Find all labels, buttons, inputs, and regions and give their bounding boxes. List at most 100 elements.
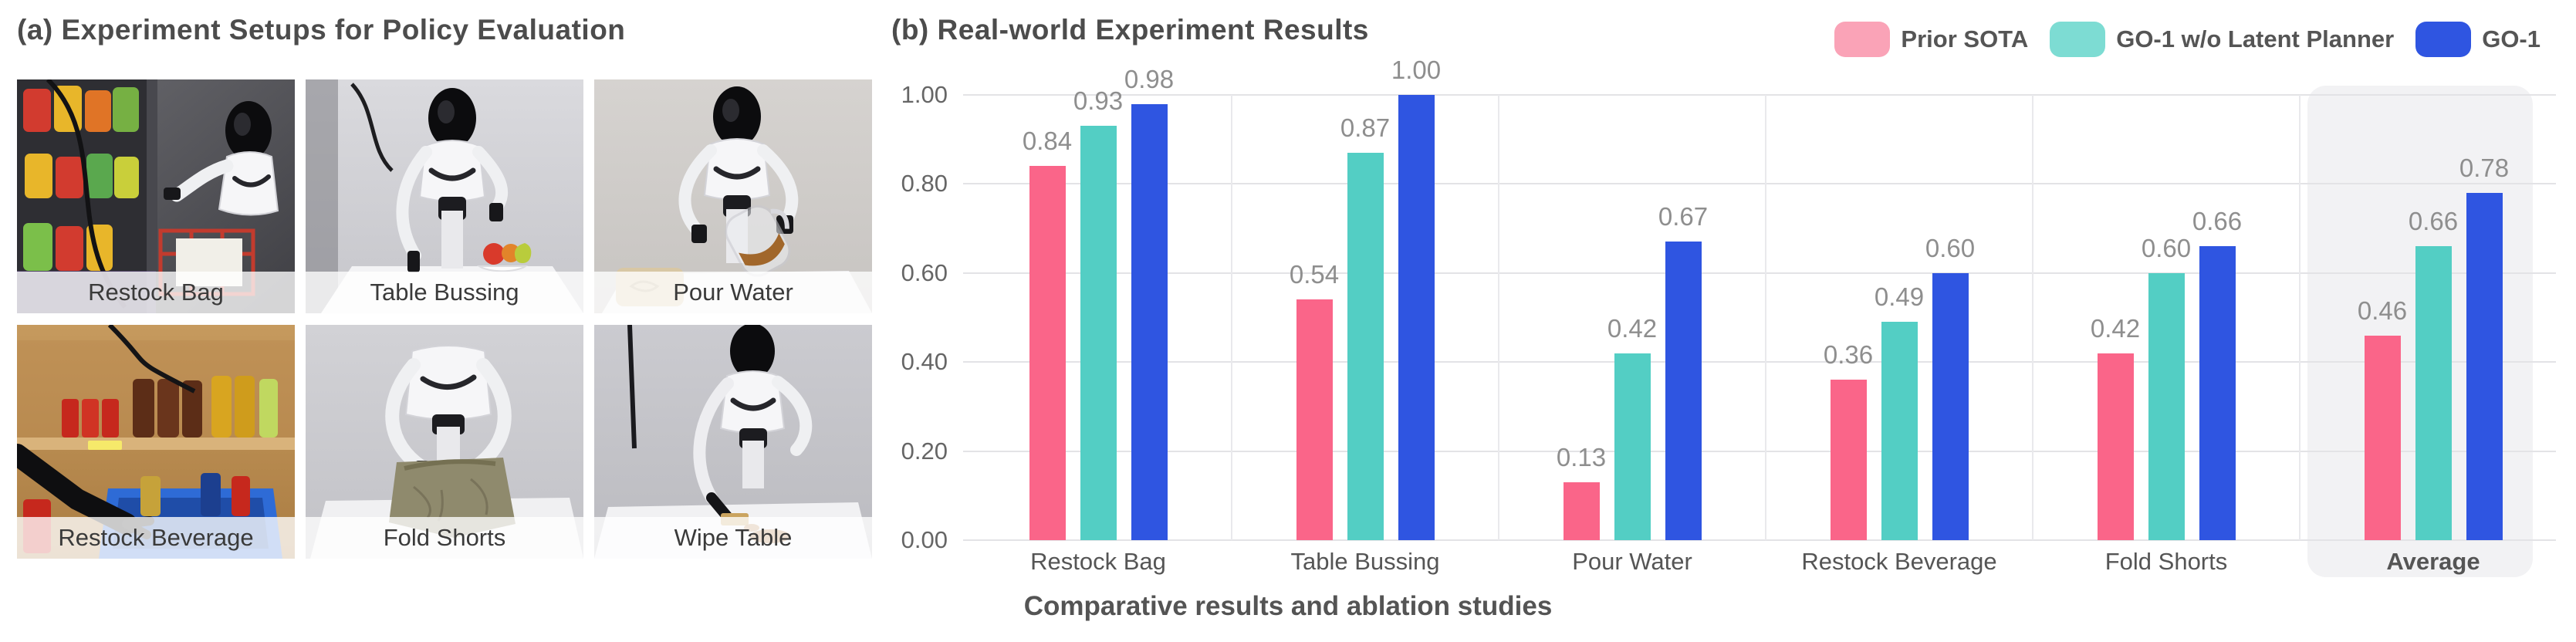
y-tick-label: 1.00	[901, 81, 948, 108]
bar-go-1	[2466, 192, 2503, 540]
bar-value-label: 0.67	[1658, 202, 1709, 231]
gridline	[963, 450, 2556, 452]
bar-go-1-w-o-latent-planner	[1614, 353, 1651, 540]
bar-go-1-w-o-latent-planner	[1881, 322, 1918, 540]
robot-arm-right	[772, 376, 813, 456]
robot-arm-left	[396, 146, 432, 262]
bar-prior-sota	[2097, 353, 2134, 540]
category-label: Table Bussing	[1290, 548, 1440, 575]
bar-value-label: 0.98	[1124, 64, 1175, 93]
robot	[164, 101, 279, 216]
category-label: Fold Shorts	[2104, 548, 2228, 575]
legend-swatch	[2050, 22, 2106, 57]
photo-label: Table Bussing	[306, 272, 583, 313]
bar-prior-sota	[2364, 335, 2401, 540]
gridline-vertical	[1765, 95, 1766, 540]
bar-go-1	[1398, 95, 1435, 540]
bar-prior-sota	[1563, 482, 1600, 540]
bar-value-label: 0.54	[1289, 260, 1340, 289]
category-label: Average	[2386, 548, 2480, 575]
robot	[693, 325, 813, 525]
legend-item: GO-1 w/o Latent Planner	[2050, 22, 2394, 57]
photo-wipe-table: Wipe Table	[594, 325, 872, 559]
legend: Prior SOTA GO-1 w/o Latent Planner GO-1	[1834, 22, 2541, 57]
gripper	[407, 251, 420, 272]
legend-label: GO-1	[2482, 25, 2541, 52]
gridline	[963, 94, 2556, 96]
mic-stand	[627, 325, 637, 449]
category-label: Restock Beverage	[1801, 548, 1997, 575]
price-tag	[88, 441, 122, 450]
bar-value-label: 0.78	[2459, 153, 2510, 182]
photo-fold-shorts: Fold Shorts	[306, 325, 583, 559]
robot-arm-right	[468, 358, 512, 474]
legend-item: Prior SOTA	[1834, 22, 2028, 57]
robot-arm-right	[757, 144, 799, 228]
bar-value-label: 0.42	[1607, 313, 1658, 343]
photo-pour-water: Pour Water	[594, 79, 872, 313]
bar-value-label: 0.66	[2408, 207, 2459, 236]
bar-value-label: 0.13	[1556, 442, 1607, 471]
robot-arm-left	[693, 377, 734, 504]
bar-value-label: 1.00	[1391, 56, 1442, 84]
gridline-vertical	[2299, 95, 2300, 540]
bar-prior-sota	[1296, 299, 1333, 540]
gridline	[963, 361, 2556, 363]
photo-label: Pour Water	[594, 272, 872, 313]
bar-value-label: 0.87	[1340, 113, 1391, 142]
y-tick-label: 0.80	[901, 170, 948, 198]
photo-label: Restock Bag	[17, 272, 295, 313]
mic-cable	[350, 83, 394, 172]
photo-table-bussing: Table Bussing	[306, 79, 583, 313]
shelf-board	[17, 438, 295, 450]
gridline-vertical	[1498, 95, 1499, 540]
gridline-vertical	[1231, 95, 1232, 540]
gripper-left	[691, 225, 707, 243]
photo-label: Fold Shorts	[306, 517, 583, 559]
bar-go-1-w-o-latent-planner	[2415, 246, 2452, 540]
cable	[107, 325, 196, 394]
bar-prior-sota	[1029, 166, 1066, 540]
bar-go-1	[1665, 242, 1702, 540]
bar-go-1-w-o-latent-planner	[1347, 153, 1384, 540]
bar-prior-sota	[1830, 380, 1867, 540]
robot-arm-left	[385, 358, 428, 474]
photo-label: Restock Beverage	[17, 517, 295, 559]
bar-value-label: 0.93	[1073, 86, 1124, 116]
category-label: Restock Bag	[1030, 548, 1166, 575]
bar-value-label: 0.60	[1925, 233, 1976, 262]
legend-swatch	[1834, 22, 1891, 57]
bar-value-label: 0.46	[2357, 296, 2408, 325]
bar-go-1	[1932, 272, 1969, 540]
photo-grid: Restock Bag	[17, 79, 872, 559]
y-tick-label: 0.60	[901, 258, 948, 286]
figure-caption: Comparative results and ablation studies	[1023, 591, 1553, 621]
legend-item: GO-1	[2415, 22, 2541, 57]
bar-go-1	[1131, 103, 1168, 540]
bar-value-label: 0.84	[1022, 127, 1073, 156]
kettle	[725, 204, 791, 277]
bar-value-label: 0.36	[1823, 340, 1874, 370]
y-tick-label: 0.00	[901, 526, 948, 553]
gripper	[164, 188, 181, 200]
bar-value-label: 0.42	[2090, 313, 2141, 343]
photo-restock-bag: Restock Bag	[17, 79, 295, 313]
legend-label: GO-1 w/o Latent Planner	[2116, 25, 2395, 52]
bar-value-label: 0.49	[1874, 282, 1925, 312]
chart-title: (b) Real-world Experiment Results	[891, 14, 1369, 46]
category-label: Pour Water	[1572, 548, 1692, 575]
bar-go-1	[2199, 246, 2236, 540]
gridline	[963, 183, 2556, 185]
shelf-pole	[147, 79, 157, 313]
gridline-vertical	[2032, 95, 2033, 540]
gridline	[963, 539, 2556, 541]
bar-go-1-w-o-latent-planner	[2148, 272, 2185, 540]
bar-go-1-w-o-latent-planner	[1080, 126, 1117, 540]
bar-value-label: 0.60	[2141, 233, 2192, 262]
legend-swatch	[2415, 22, 2472, 57]
y-tick-label: 0.40	[901, 348, 948, 376]
gridline	[963, 272, 2556, 274]
y-tick-label: 0.20	[901, 437, 948, 465]
robot	[396, 88, 509, 272]
